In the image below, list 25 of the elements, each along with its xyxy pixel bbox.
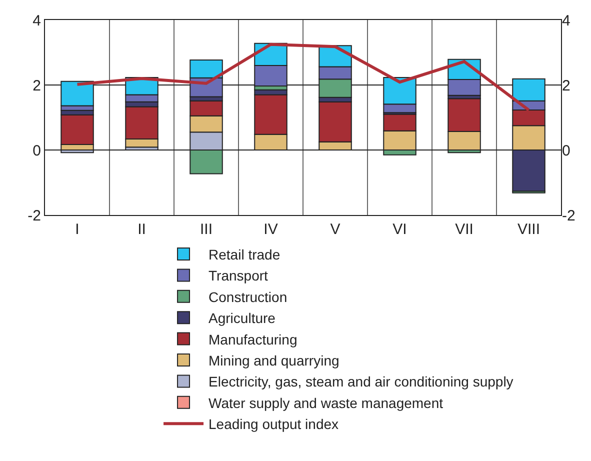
legend-label: Construction — [208, 288, 288, 305]
x-tick-label: I — [75, 221, 80, 238]
legend-label: Agriculture — [208, 310, 276, 326]
y2-tick-label: -2 — [562, 207, 576, 224]
y-tick-label: 4 — [32, 12, 41, 30]
x-tick-label: VIII — [517, 221, 540, 238]
x-tick-label: III — [200, 221, 213, 238]
x-tick-label: VII — [455, 221, 474, 238]
legend-label: Transport — [208, 268, 268, 284]
x-tick-label: VI — [392, 221, 407, 238]
legend-label: Leading output index — [208, 416, 339, 432]
legend-label: Electricity, gas, steam and air conditioning supply — [208, 374, 514, 390]
y-tick-label: 2 — [32, 77, 41, 94]
y2-tick-label: 2 — [562, 77, 570, 94]
x-tick-label: II — [138, 221, 146, 238]
y2-tick-label: 4 — [562, 12, 570, 30]
x-tick-label: V — [330, 221, 340, 238]
legend-label: Retail trade — [208, 246, 280, 262]
y-tick-label: -2 — [28, 207, 41, 224]
x-tick-label: IV — [264, 221, 278, 238]
legend-label: Mining and quarrying — [208, 352, 340, 368]
legend-label: Manufacturing — [208, 331, 298, 348]
y-tick-label: 0 — [32, 142, 41, 160]
legend-label: Water supply and waste management — [208, 394, 444, 411]
y2-tick-label: 0 — [562, 142, 570, 160]
